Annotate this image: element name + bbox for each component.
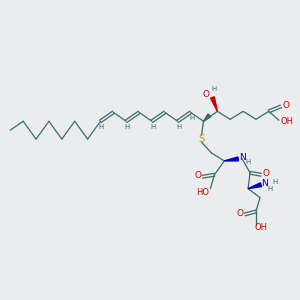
Text: O: O (262, 169, 269, 178)
Text: H: H (176, 124, 182, 130)
Polygon shape (248, 183, 262, 189)
Text: O: O (237, 209, 244, 218)
Text: N: N (262, 179, 268, 188)
Text: O: O (282, 101, 289, 110)
Polygon shape (203, 114, 211, 121)
Text: OH: OH (254, 223, 268, 232)
Text: H: H (267, 186, 272, 192)
Text: H: H (212, 85, 217, 91)
Text: O: O (203, 90, 210, 99)
Text: H: H (150, 124, 156, 130)
Text: OH: OH (280, 117, 293, 126)
Text: H: H (245, 159, 251, 165)
Text: H: H (124, 124, 130, 130)
Text: N: N (239, 153, 245, 162)
Polygon shape (224, 157, 239, 161)
Text: HO: HO (196, 188, 209, 197)
Text: H: H (189, 115, 194, 121)
Polygon shape (211, 97, 218, 111)
Text: H: H (272, 179, 278, 185)
Text: O: O (194, 171, 201, 180)
Text: S: S (199, 134, 205, 144)
Text: H: H (99, 124, 104, 130)
